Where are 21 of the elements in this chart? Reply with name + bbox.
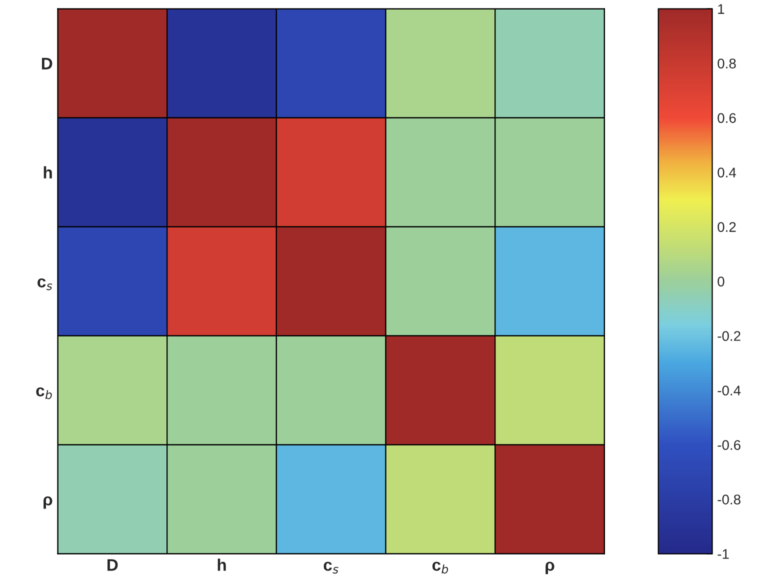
color-bar-label: -0.6 <box>718 440 740 450</box>
color-bar-label: -0.2 <box>718 331 740 341</box>
color-bar-label: 0 <box>718 276 724 286</box>
y-tick-label: c$_{b}$ <box>36 387 52 400</box>
color-bar-label: 0.8 <box>718 58 736 68</box>
x-tick-label: c$_{b}$ <box>432 562 448 574</box>
color-bar-label: -1 <box>718 549 729 559</box>
color-bar-label: 0.4 <box>718 168 736 178</box>
y-tick-label: ρ <box>44 496 52 509</box>
y-tick-label: h <box>44 166 52 178</box>
color-bar-label: -0.4 <box>718 386 741 396</box>
color-bar-label: 1 <box>718 4 724 14</box>
x-tick-label: D <box>108 559 118 571</box>
x-tick-label: h <box>218 558 226 571</box>
y-tick-label: D <box>42 58 52 70</box>
x-tick-label: ρ <box>546 562 554 574</box>
color-bar-label: 0.6 <box>718 113 736 123</box>
y-tick-label: c$_{s}$ <box>38 278 52 290</box>
color-bar-label: 0.2 <box>718 222 736 232</box>
x-tick-label: c$_{s}$ <box>324 562 338 574</box>
color-bar-label: -0.8 <box>718 494 740 504</box>
